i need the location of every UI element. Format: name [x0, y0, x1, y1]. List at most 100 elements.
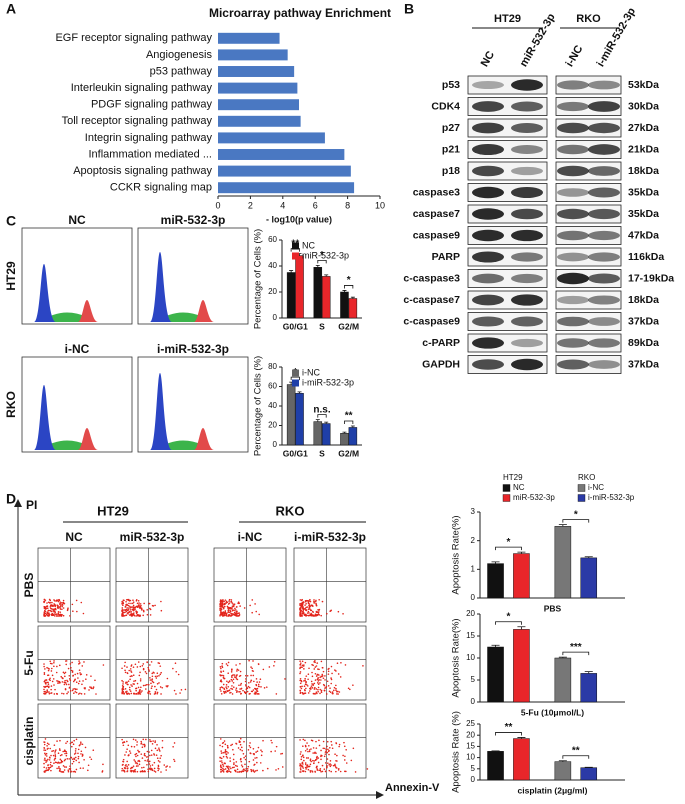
- event-dot: [320, 679, 322, 681]
- event-dot: [220, 760, 223, 762]
- event-dot: [299, 692, 302, 695]
- event-dot: [301, 612, 303, 615]
- event-dot: [46, 742, 49, 745]
- event-dot: [315, 603, 317, 605]
- bar: [295, 393, 304, 446]
- event-dot: [320, 755, 322, 758]
- event-dot: [59, 608, 62, 610]
- blot-band: [557, 144, 589, 155]
- event-dot: [315, 599, 317, 602]
- event-dot: [263, 687, 266, 689]
- event-dot: [62, 750, 64, 753]
- event-dot: [127, 764, 130, 766]
- event-dot: [301, 691, 304, 694]
- event-dot: [82, 612, 85, 615]
- event-dot: [44, 599, 47, 601]
- event-dot: [300, 758, 303, 761]
- event-dot: [136, 682, 139, 685]
- event-dot: [135, 765, 138, 767]
- event-dot: [74, 750, 77, 752]
- protein-label: p53: [442, 79, 460, 91]
- event-dot: [223, 690, 225, 693]
- event-dot: [135, 762, 138, 764]
- event-dot: [233, 611, 236, 614]
- event-dot: [64, 752, 66, 755]
- event-dot: [135, 689, 137, 692]
- event-dot: [231, 766, 234, 769]
- event-dot: [121, 690, 124, 692]
- event-dot: [300, 603, 303, 606]
- event-dot: [131, 685, 133, 687]
- g1-peak: [150, 373, 172, 450]
- event-dot: [155, 677, 158, 679]
- event-dot: [300, 755, 303, 758]
- error-bar: [517, 551, 526, 554]
- event-dot: [230, 600, 233, 603]
- event-dot: [235, 687, 238, 690]
- event-dot: [313, 668, 316, 670]
- event-dot: [232, 758, 235, 761]
- event-dot: [219, 686, 222, 689]
- event-dot: [299, 685, 302, 688]
- event-dot: [83, 661, 85, 663]
- event-dot: [73, 758, 76, 760]
- event-dot: [300, 680, 303, 683]
- x-tick-label: G2/M: [338, 448, 359, 458]
- event-dot: [307, 692, 310, 694]
- event-dot: [57, 682, 59, 684]
- event-dot: [233, 609, 235, 612]
- event-dot: [223, 614, 226, 617]
- event-dot: [335, 687, 337, 690]
- event-dot: [324, 675, 326, 677]
- protein-label: c-PARP: [422, 337, 460, 349]
- event-dot: [304, 614, 307, 616]
- event-dot: [249, 681, 252, 683]
- event-dot: [144, 770, 146, 773]
- event-dot: [131, 602, 134, 605]
- event-dot: [349, 688, 351, 691]
- event-dot: [74, 688, 77, 691]
- event-dot: [311, 675, 314, 678]
- event-dot: [336, 662, 339, 665]
- blot-band: [588, 122, 620, 134]
- event-dot: [126, 760, 128, 763]
- event-dot: [224, 611, 227, 613]
- event-dot: [311, 663, 313, 666]
- event-dot: [127, 683, 129, 686]
- event-dot: [345, 749, 347, 751]
- event-dot: [124, 611, 126, 614]
- event-dot: [150, 754, 153, 756]
- event-dot: [149, 754, 151, 757]
- event-dot: [324, 762, 327, 764]
- event-dot: [256, 769, 258, 772]
- event-dot: [239, 758, 242, 761]
- event-dot: [44, 752, 46, 755]
- event-dot: [243, 607, 246, 609]
- bar: [295, 255, 304, 319]
- blot-band: [511, 208, 543, 220]
- event-dot: [77, 682, 80, 685]
- event-dot: [130, 767, 132, 770]
- y-tick-label: 40: [268, 401, 277, 410]
- event-dot: [223, 612, 226, 615]
- row-label: cisplatin: [22, 717, 36, 766]
- event-dot: [222, 606, 225, 609]
- event-dot: [71, 689, 74, 692]
- event-dot: [141, 757, 144, 759]
- event-dot: [130, 664, 133, 666]
- event-dot: [124, 671, 127, 674]
- event-dot: [128, 669, 131, 672]
- event-dot: [230, 612, 232, 615]
- event-dot: [304, 766, 307, 769]
- event-dot: [71, 758, 74, 760]
- event-dot: [90, 675, 92, 677]
- event-dot: [305, 609, 308, 611]
- x-axis-label: - log10(p value): [266, 214, 332, 224]
- event-dot: [352, 684, 354, 686]
- event-dot: [65, 660, 67, 662]
- event-dot: [236, 678, 239, 681]
- event-dot: [59, 758, 62, 761]
- event-dot: [299, 610, 302, 613]
- event-dot: [328, 749, 330, 752]
- event-dot: [302, 756, 305, 759]
